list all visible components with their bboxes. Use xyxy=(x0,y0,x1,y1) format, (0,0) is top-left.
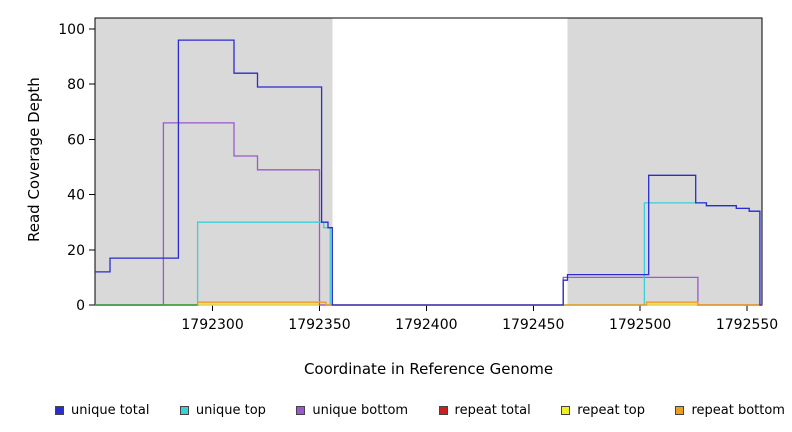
legend-label: unique total xyxy=(71,402,150,418)
legend-swatch-icon xyxy=(438,405,448,415)
legend-item-repeat-total: repeat total xyxy=(438,402,531,418)
legend-label: repeat top xyxy=(577,402,645,418)
shaded-region xyxy=(95,18,333,305)
x-tick-label: 1792350 xyxy=(288,317,350,333)
shaded-region xyxy=(567,18,762,305)
x-tick-label: 1792300 xyxy=(181,317,243,333)
y-tick-label: 60 xyxy=(67,132,85,148)
x-tick-label: 1792500 xyxy=(609,317,671,333)
y-tick-label: 100 xyxy=(58,22,85,38)
legend-label: repeat bottom xyxy=(691,402,785,418)
legend-label: repeat total xyxy=(454,402,531,418)
legend-swatch-icon xyxy=(675,405,685,415)
legend-swatch-icon xyxy=(296,405,306,415)
y-tick-label: 80 xyxy=(67,77,85,93)
y-tick-label: 0 xyxy=(76,298,85,314)
series-unique-bottom xyxy=(95,122,762,306)
x-tick-label: 1792550 xyxy=(716,317,778,333)
legend-label: unique bottom xyxy=(312,402,409,418)
legend-swatch-icon xyxy=(55,405,64,415)
x-tick-label: 1792450 xyxy=(502,317,564,333)
legend-label: unique top xyxy=(195,402,266,418)
legend-item-repeat-bottom: repeat bottom xyxy=(675,403,785,418)
legend-item-unique-total: unique total xyxy=(55,403,149,418)
legend-item-unique-bottom: unique bottom xyxy=(296,403,408,418)
legend-swatch-icon xyxy=(561,405,571,415)
x-axis-title: Coordinate in Reference Genome xyxy=(303,360,554,378)
x-tick-label: 1792400 xyxy=(395,317,457,333)
legend-swatch-icon xyxy=(179,405,189,415)
chart-plot-area: 1792300 1792350 1792400 1792450 1792500 17925… xyxy=(58,17,778,333)
series-unique-total xyxy=(95,39,762,306)
legend-item-repeat-top: repeat top xyxy=(561,403,645,418)
y-tick-label: 40 xyxy=(67,188,85,204)
legend: unique total unique top unique bottom repea… xyxy=(55,401,785,419)
y-tick-label: 20 xyxy=(67,243,85,259)
legend-item-unique-top: unique top xyxy=(179,402,266,418)
y-axis-title: Read Coverage Depth xyxy=(25,77,43,242)
